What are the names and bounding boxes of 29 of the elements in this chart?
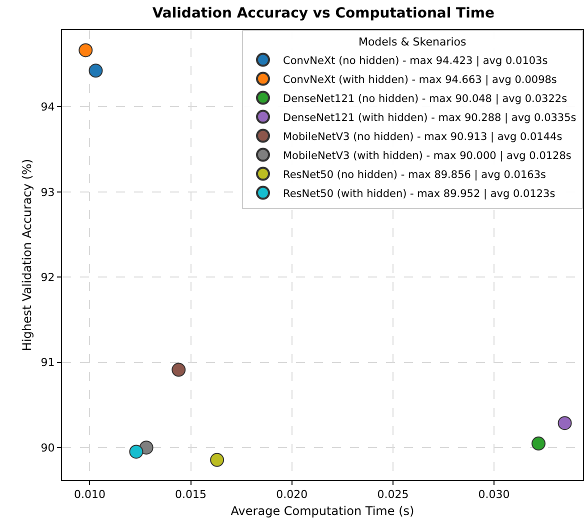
y-tick-label: 91 [40, 356, 55, 370]
x-tick-label: 0.025 [377, 488, 409, 502]
y-tick-label: 92 [40, 271, 55, 284]
legend-label: DenseNet121 (with hidden) - max 90.288 | avg 0.0335s [283, 112, 576, 124]
point [78, 43, 93, 58]
legend-label: ResNet50 (no hidden) - max 89.856 | avg 0.0163s [283, 168, 546, 181]
point [210, 452, 224, 467]
legend-label: MobileNetV3 (with hidden) - max 90.000 | avg 0.0128s [283, 150, 572, 162]
point [532, 436, 546, 451]
legend-title: Models & Skenarios [358, 35, 467, 48]
legend-label: ResNet50 (with hidden) - max 89.952 | avg 0.0123s [283, 188, 556, 200]
point [172, 362, 186, 377]
legend-label: MobileNetV3 (no hidden) - max 90.913 | avg 0.0144s [283, 130, 562, 143]
legend-label: ConvNeXt (no hidden) - max 94.423 | avg 0.0103s [283, 54, 548, 67]
x-tick-label: 0.015 [175, 488, 207, 502]
point [129, 444, 144, 459]
y-tick-label: 90 [40, 441, 55, 454]
legend-label: DenseNet121 (no hidden) - max 90.048 | avg 0.0322s [283, 92, 568, 105]
x-tick-label: 0.010 [74, 488, 106, 502]
y-tick-label: 94 [40, 100, 55, 114]
x-tick-label: 0.030 [478, 488, 510, 502]
x-axis-title: Average Computation Time (s) [230, 504, 414, 518]
x-tick-label: 0.020 [276, 488, 308, 502]
point [558, 416, 572, 430]
y-tick-label: 93 [40, 186, 55, 199]
chart-title: Validation Accuracy vs Computational Time [152, 6, 494, 22]
y-axis-title: Highest Validation Accuracy (%) [20, 158, 34, 352]
legend-label: ConvNeXt (with hidden) - max 94.663 | avg 0.0098s [283, 74, 557, 86]
point [88, 64, 103, 78]
